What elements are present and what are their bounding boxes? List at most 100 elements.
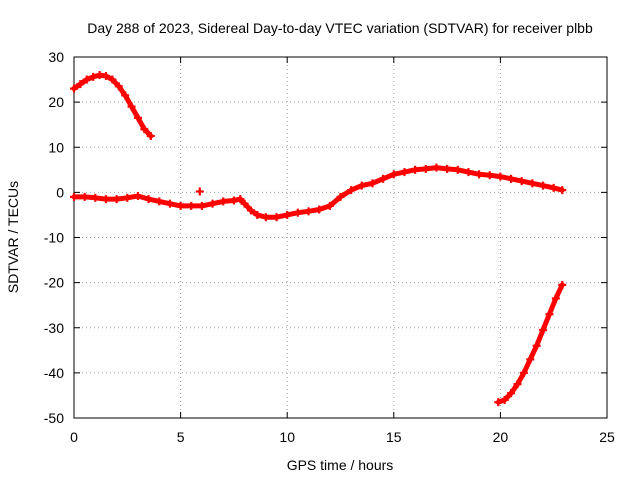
data-point: [494, 398, 503, 407]
x-tick-label: 25: [599, 429, 615, 445]
y-tick-label: 30: [48, 49, 64, 65]
x-tick-label: 10: [279, 429, 295, 445]
data-point: [507, 174, 516, 183]
data-point: [304, 207, 313, 216]
data-point: [123, 193, 132, 202]
data-point: [443, 164, 452, 173]
y-tick-label: 0: [56, 184, 64, 200]
data-point: [144, 195, 153, 204]
y-tick-label: -40: [44, 365, 64, 381]
data-series: [70, 71, 567, 407]
data-point: [549, 183, 558, 192]
data-point: [325, 201, 334, 210]
data-point: [496, 172, 505, 181]
data-point: [283, 210, 292, 219]
data-point: [464, 168, 473, 177]
data-point: [558, 186, 567, 195]
data-point: [545, 310, 554, 319]
data-point: [127, 102, 136, 111]
data-point: [500, 395, 509, 404]
data-point: [240, 199, 249, 208]
data-point: [293, 208, 302, 217]
x-tick-label: 0: [70, 429, 78, 445]
y-tick-label: -10: [44, 230, 64, 246]
series-early-rising-arc: [70, 71, 155, 140]
data-point: [146, 131, 155, 140]
data-point: [400, 168, 409, 177]
y-tick-label: 20: [48, 94, 64, 110]
data-point: [357, 181, 366, 190]
data-point: [532, 341, 541, 350]
chart-title: Day 288 of 2023, Sidereal Day-to-day VTE…: [87, 20, 593, 36]
data-point: [187, 201, 196, 210]
y-tick-label: -50: [44, 410, 64, 426]
data-point: [528, 179, 537, 188]
y-tick-label: 10: [48, 139, 64, 155]
x-axis-label: GPS time / hours: [287, 457, 394, 473]
x-tick-label: 5: [177, 429, 185, 445]
data-point: [539, 326, 548, 335]
data-point: [389, 170, 398, 179]
data-point: [513, 380, 522, 389]
data-point: [526, 355, 535, 364]
data-point: [133, 113, 142, 122]
data-point: [165, 199, 174, 208]
data-point: [197, 201, 206, 210]
grid-lines: [74, 57, 607, 418]
data-point: [195, 187, 204, 196]
data-point: [421, 164, 430, 173]
series-trace: [495, 282, 565, 405]
data-point: [539, 181, 548, 190]
data-point: [229, 196, 238, 205]
data-point: [272, 213, 281, 222]
series-late-falling-segment: [494, 280, 567, 407]
data-point: [368, 179, 377, 188]
data-point: [517, 177, 526, 186]
data-point: [101, 195, 110, 204]
data-point: [519, 368, 528, 377]
data-point: [236, 195, 245, 204]
data-point: [80, 192, 89, 201]
data-point: [219, 197, 228, 206]
data-point: [507, 389, 516, 398]
data-point: [91, 193, 100, 202]
data-point: [70, 84, 78, 93]
data-point: [432, 163, 441, 172]
data-point: [246, 206, 255, 215]
x-tick-label: 20: [493, 429, 509, 445]
series-main-trace: [70, 163, 567, 222]
data-point: [121, 91, 130, 100]
y-tick-label: -20: [44, 275, 64, 291]
data-point: [114, 82, 123, 91]
data-point: [76, 80, 85, 89]
series-isolated-point: [195, 187, 204, 196]
axis-ticks: 0 5 10 15 20 25 -50 -40 -30 -20 -10 0 10 20 30: [44, 49, 615, 445]
data-point: [253, 210, 262, 219]
series-trace: [71, 72, 154, 139]
data-point: [176, 201, 185, 210]
data-point: [261, 213, 270, 222]
data-point: [112, 195, 121, 204]
data-point: [70, 192, 78, 201]
y-tick-label: -30: [44, 320, 64, 336]
data-point: [347, 186, 356, 195]
data-point: [336, 192, 345, 201]
data-point: [453, 165, 462, 174]
data-point: [379, 174, 388, 183]
data-point: [82, 75, 91, 84]
y-axis-label: SDTVAR / TECUs: [5, 181, 21, 293]
data-point: [475, 170, 484, 179]
data-point: [208, 199, 217, 208]
data-point: [140, 125, 149, 134]
data-point: [155, 197, 164, 206]
x-tick-label: 15: [386, 429, 402, 445]
data-point: [133, 191, 142, 200]
data-point: [315, 205, 324, 214]
data-point: [108, 75, 117, 84]
data-point: [101, 71, 110, 80]
data-point: [89, 72, 98, 81]
data-point: [558, 280, 567, 289]
data-point: [485, 171, 494, 180]
data-point: [551, 294, 560, 303]
